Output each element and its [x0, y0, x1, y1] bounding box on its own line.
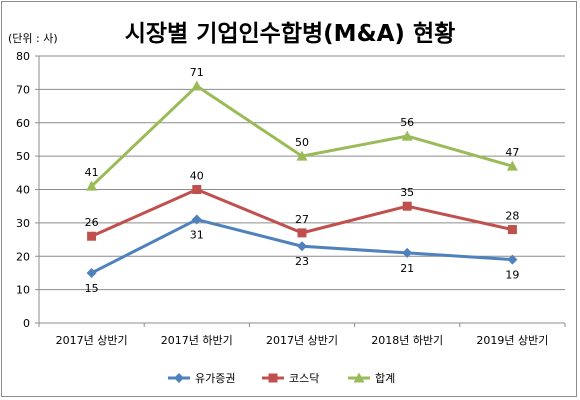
- y-tick-label: 50: [16, 150, 30, 163]
- data-label-3: 47: [505, 146, 519, 159]
- chart-title: 시장별 기업인수합병(M&A) 현황: [124, 21, 456, 47]
- data-label-2: 28: [505, 210, 519, 223]
- data-point-3: [506, 160, 518, 171]
- data-label-2: 26: [85, 216, 99, 229]
- data-point-3: [191, 80, 203, 91]
- x-tick-label: 2017년 상반기: [56, 334, 128, 347]
- data-point-2: [192, 185, 202, 194]
- data-label-2: 27: [295, 213, 309, 226]
- y-tick-label: 60: [16, 117, 30, 130]
- y-tick-label: 40: [16, 184, 30, 197]
- y-axis-labels: 0 10 20 30 40 50 60 70 80: [16, 50, 30, 330]
- data-label-2: 35: [400, 186, 414, 199]
- data-point-1: [297, 241, 307, 252]
- x-tick-label: 2017년 하반기: [161, 333, 233, 347]
- legend-label: 유가증권: [195, 372, 235, 385]
- x-axis-labels: 2017년 상반기 2017년 하반기 2017년 상반기 2018년 하반기 2019…: [56, 333, 549, 347]
- legend-marker: [268, 373, 278, 383]
- data-label-1: 31: [190, 229, 204, 242]
- x-tick-label: 2017년 상반기: [266, 334, 338, 347]
- legend-label: 합계: [375, 372, 395, 385]
- series-markers: [86, 80, 518, 278]
- data-label-1: 23: [295, 255, 309, 268]
- data-point-1: [507, 254, 518, 265]
- x-tick-label: 2018년 하반기: [371, 333, 443, 347]
- data-label-1: 19: [505, 269, 519, 282]
- y-tick-label: 10: [16, 284, 30, 297]
- legend: 유가증권 코스닥 합계: [168, 372, 395, 385]
- data-label-1: 21: [400, 262, 414, 275]
- data-label-1: 15: [85, 282, 99, 295]
- data-point-2: [402, 201, 412, 211]
- y-tick-label: 20: [16, 250, 30, 263]
- y-tick-label: 30: [16, 217, 30, 230]
- data-point-3: [401, 130, 413, 141]
- data-label-3: 71: [190, 66, 204, 79]
- y-tick-label: 80: [16, 50, 30, 63]
- data-point-3: [86, 180, 98, 191]
- data-label-3: 41: [85, 166, 99, 179]
- data-point-3: [296, 150, 308, 161]
- data-point-1: [402, 247, 413, 258]
- data-point-2: [87, 231, 97, 241]
- data-point-1: [191, 214, 202, 225]
- data-point-2: [507, 225, 517, 235]
- data-labels: 15 31 23 21 19 26 40 27 35 28 41 71 50 56 47: [85, 66, 520, 295]
- data-label-3: 56: [400, 116, 414, 129]
- data-point-2: [297, 228, 307, 238]
- x-tick-label: 2019년 상반기: [476, 334, 548, 347]
- data-label-3: 50: [295, 136, 309, 149]
- axes: [35, 55, 566, 327]
- legend-marker: [353, 372, 365, 383]
- unit-label: (단위 : 사): [8, 32, 58, 45]
- data-label-2: 40: [190, 170, 204, 183]
- y-tick-label: 0: [23, 317, 30, 330]
- legend-marker: [174, 373, 184, 383]
- legend-label: 코스닥: [289, 372, 319, 385]
- y-tick-label: 70: [16, 83, 30, 96]
- data-point-1: [86, 267, 97, 278]
